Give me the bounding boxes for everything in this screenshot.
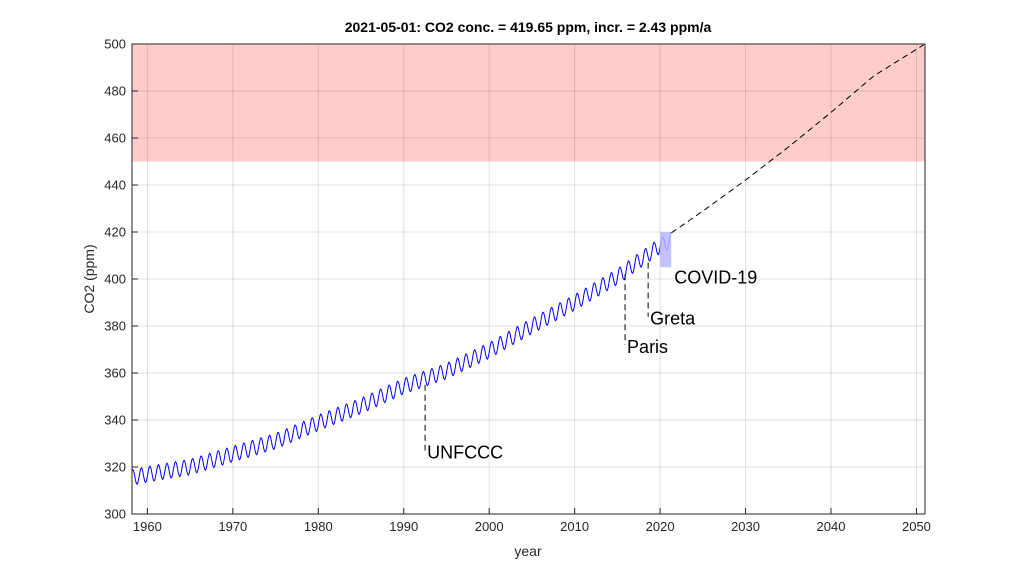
danger-band-layer xyxy=(132,44,925,162)
y-tick-label: 400 xyxy=(104,272,126,287)
x-tick-label: 1960 xyxy=(133,519,162,534)
y-tick-label: 460 xyxy=(104,131,126,146)
annotation-label-unfccc: UNFCCC xyxy=(427,443,503,463)
x-tick-label: 1990 xyxy=(389,519,418,534)
y-tick-label: 440 xyxy=(104,178,126,193)
x-tick-label: 1980 xyxy=(304,519,333,534)
x-tick-label: 1970 xyxy=(218,519,247,534)
axis-ticks: 1960 1970 1980 1990 2000 2010 2020 2030 2040 2050… xyxy=(104,37,931,535)
x-tick-label: 2050 xyxy=(902,519,931,534)
x-tick-label: 2000 xyxy=(475,519,504,534)
y-tick-label: 500 xyxy=(104,37,126,52)
measured-co2-line xyxy=(131,232,672,486)
x-tick-label: 2020 xyxy=(646,519,675,534)
y-tick-label: 340 xyxy=(104,413,126,428)
annotation-label-paris: Paris xyxy=(627,337,668,357)
y-tick-label: 360 xyxy=(104,366,126,381)
covid-band xyxy=(660,232,672,268)
y-tick-label: 380 xyxy=(104,319,126,334)
x-axis-label: year xyxy=(514,543,542,559)
y-tick-label: 300 xyxy=(104,507,126,522)
annotation-label-covid-19: COVID-19 xyxy=(674,267,757,287)
x-tick-label: 2040 xyxy=(817,519,846,534)
annotation-label-greta: Greta xyxy=(650,309,696,329)
data-layer xyxy=(131,44,924,486)
y-tick-label: 420 xyxy=(104,225,126,240)
projection-line xyxy=(671,44,924,234)
annotations-layer: UNFCCC Paris Greta COVID-19 xyxy=(424,262,757,463)
y-tick-label: 480 xyxy=(104,84,126,99)
danger-band xyxy=(132,44,925,162)
x-tick-label: 2030 xyxy=(731,519,760,534)
chart-title: 2021-05-01: CO2 conc. = 419.65 ppm, incr… xyxy=(345,19,712,35)
y-axis-label: CO2 (ppm) xyxy=(81,244,97,313)
y-tick-label: 320 xyxy=(104,460,126,475)
x-tick-label: 2010 xyxy=(560,519,589,534)
